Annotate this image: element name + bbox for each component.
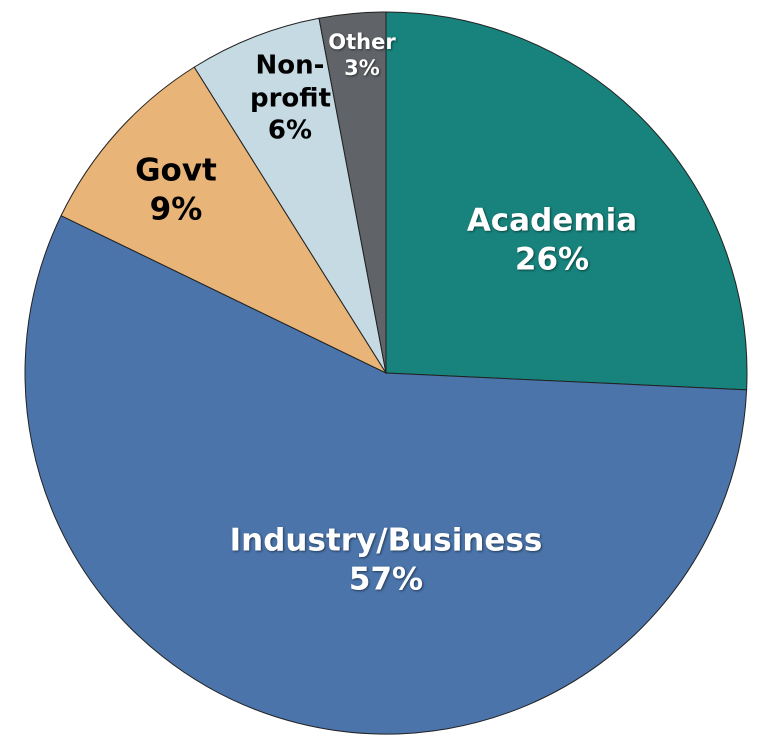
value-label: 6% — [267, 115, 313, 146]
value-label: 9% — [149, 191, 203, 227]
slice-label: Academia 26% — [402, 201, 702, 279]
category-label: Academia — [466, 202, 638, 239]
category-label: Govt — [135, 152, 217, 189]
pie-slice — [385, 11, 748, 391]
pie-slice — [193, 17, 387, 374]
value-label: 57% — [348, 561, 424, 597]
category-label: Other — [328, 29, 396, 54]
slice-label: Govt 9% — [116, 151, 236, 229]
value-label: 3% — [344, 56, 380, 80]
category-label: Non-profit — [250, 50, 331, 113]
pie-slice — [60, 66, 388, 375]
slice-label: Other 3% — [322, 29, 402, 82]
pie-slice — [318, 11, 387, 374]
category-label: Industry/Business — [229, 522, 543, 559]
slice-label: Non-profit 6% — [250, 49, 331, 147]
slice-label: Industry/Business 57% — [186, 521, 586, 599]
value-label: 26% — [514, 241, 590, 277]
pie-slice — [24, 214, 748, 735]
